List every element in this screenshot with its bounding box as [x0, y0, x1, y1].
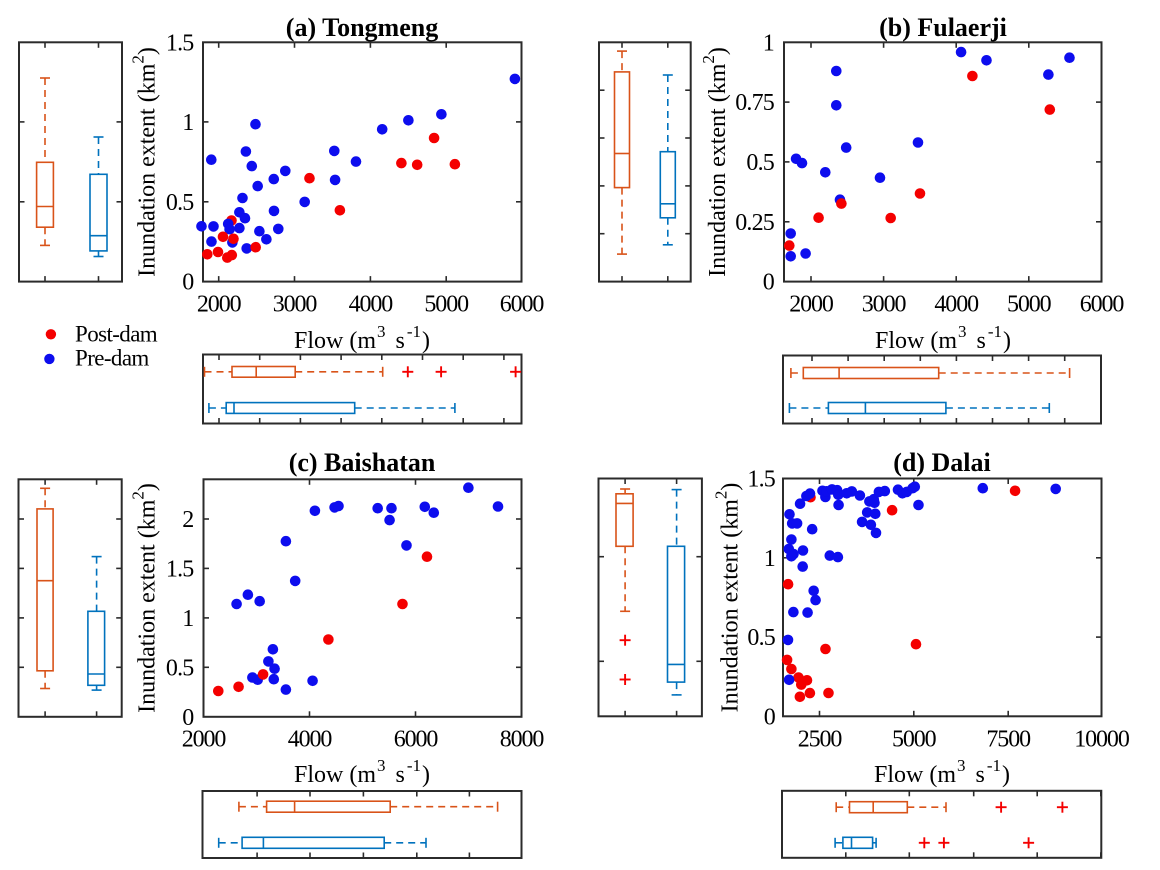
svg-text:1: 1 [763, 30, 774, 56]
svg-text:4000: 4000 [288, 727, 333, 753]
svg-text:2000: 2000 [197, 292, 242, 318]
svg-text:0: 0 [182, 270, 194, 296]
svg-text:0.5: 0.5 [747, 625, 775, 651]
svg-text:0: 0 [764, 704, 776, 730]
svg-text:(b) Fulaerji: (b) Fulaerji [879, 13, 1007, 42]
svg-text:1: 1 [182, 110, 193, 136]
svg-text:5000: 5000 [424, 292, 469, 318]
svg-text:8000: 8000 [500, 727, 545, 753]
svg-text:0.75: 0.75 [735, 90, 775, 116]
svg-text:10000: 10000 [1074, 727, 1130, 753]
svg-text:(a) Tongmeng: (a) Tongmeng [286, 13, 438, 42]
svg-text:Inundation extent (km2): Inundation extent (km2) [699, 47, 731, 277]
svg-text:2500: 2500 [798, 727, 843, 753]
svg-text:Flow (m3 s-1): Flow (m3 s -1) [294, 322, 430, 354]
svg-text:4000: 4000 [349, 292, 394, 318]
svg-text:0.5: 0.5 [166, 655, 194, 681]
svg-text:6000: 6000 [1080, 292, 1125, 318]
svg-text:0.25: 0.25 [735, 210, 775, 236]
svg-text:Flow (m3 s-1): Flow (m3 s -1) [874, 756, 1010, 788]
svg-text:6000: 6000 [500, 292, 545, 318]
svg-text:1.5: 1.5 [166, 30, 194, 56]
svg-text:1.5: 1.5 [747, 467, 775, 493]
svg-text:1: 1 [182, 606, 193, 632]
svg-text:5000: 5000 [1007, 292, 1052, 318]
svg-text:1: 1 [764, 546, 775, 572]
svg-text:1.5: 1.5 [166, 556, 194, 582]
svg-text:Inundation extent (km2): Inundation extent (km2) [129, 47, 161, 277]
svg-text:0.5: 0.5 [746, 150, 774, 176]
svg-text:Flow (m3 s-1): Flow (m3 s -1) [294, 756, 430, 788]
svg-text:(c) Baishatan: (c) Baishatan [289, 448, 436, 477]
svg-text:0: 0 [763, 270, 775, 296]
svg-text:Post-dam: Post-dam [75, 322, 158, 347]
svg-text:6000: 6000 [394, 727, 439, 753]
svg-text:5000: 5000 [892, 727, 937, 753]
svg-text:0.5: 0.5 [166, 190, 194, 216]
svg-text:Inundation extent (km2): Inundation extent (km2) [712, 483, 744, 713]
svg-text:2000: 2000 [182, 727, 227, 753]
svg-text:2000: 2000 [789, 292, 834, 318]
svg-text:3000: 3000 [862, 292, 907, 318]
svg-text:7500: 7500 [986, 727, 1031, 753]
svg-text:4000: 4000 [934, 292, 979, 318]
svg-text:(d) Dalai: (d) Dalai [893, 448, 991, 477]
svg-text:Inundation extent (km2): Inundation extent (km2) [129, 483, 161, 713]
svg-text:2: 2 [182, 507, 193, 533]
svg-text:0: 0 [182, 705, 194, 731]
svg-text:Pre-dam: Pre-dam [75, 346, 149, 371]
svg-text:3000: 3000 [273, 292, 318, 318]
